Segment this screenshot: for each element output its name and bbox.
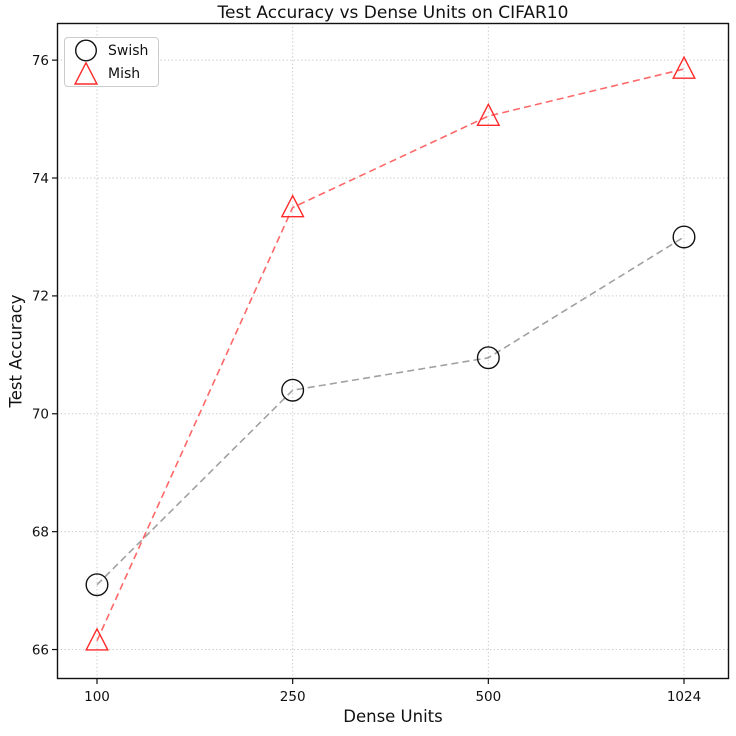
x-axis-label: Dense Units [343,707,443,726]
legend: Swish Mish [64,37,160,87]
x-tick-label: 1024 [667,689,701,705]
y-tick-label: 74 [32,171,49,187]
data-point-swish-500 [476,346,500,370]
circle-marker-icon [70,39,102,62]
y-tick-label: 72 [32,289,49,305]
data-point-swish-250 [281,378,305,402]
data-point-mish-250 [280,194,305,218]
legend-label-mish: Mish [108,65,141,82]
y-tick-label: 70 [32,407,49,423]
legend-label-swish: Swish [108,42,149,59]
y-tick-label: 66 [32,642,49,658]
plot-border [56,22,730,680]
data-point-mish-1024 [672,55,696,79]
data-point-mish-100 [85,627,109,651]
series-line-swish [96,236,685,586]
data-point-swish-100 [85,573,109,597]
series-line-mish [96,68,685,642]
y-axis-label: Test Accuracy [6,294,26,408]
x-tick-label: 250 [280,689,306,705]
data-point-mish-500 [476,102,501,127]
legend-item-mish: Mish [70,62,148,85]
data-point-swish-1024 [672,225,696,249]
chart-title: Test Accuracy vs Dense Units on CIFAR10 [217,3,569,23]
x-tick-label: 100 [84,689,110,705]
legend-item-swish: Swish [70,39,148,62]
y-tick-label: 76 [32,53,49,69]
triangle-marker-icon [70,62,102,85]
x-tick-label: 500 [475,689,501,705]
y-tick-label: 68 [32,524,49,540]
